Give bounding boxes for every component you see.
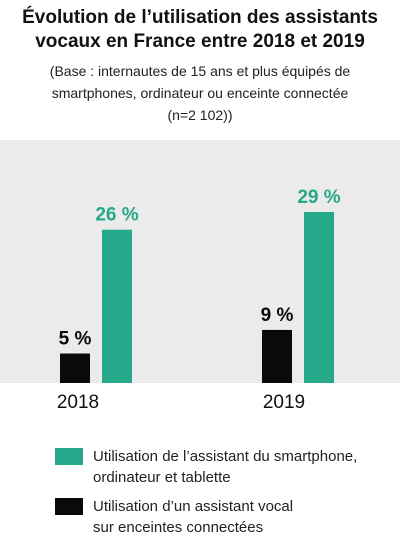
- subtitle-line-2: smartphones, ordinateur ou enceinte conn…: [51, 85, 349, 101]
- bar-2018-series-1: [102, 229, 132, 383]
- subtitle-line-3: (n=2 102)): [167, 107, 233, 123]
- bar-2018-series-0: [60, 353, 90, 383]
- legend-black-line-2: sur enceintes connectées: [93, 519, 264, 536]
- data-label-2018-series-1: 26 %: [95, 205, 138, 226]
- legend-black-line-1: Utilisation d’un assistant vocal: [93, 498, 294, 515]
- legend-label-black: Utilisation d’un assistant vocal sur enc…: [93, 496, 373, 538]
- data-label-2018-series-0: 5 %: [59, 329, 92, 350]
- title-line-1: Évolution de l’utilisation des assistant…: [22, 7, 378, 28]
- title-line-2: vocaux en France entre 2018 et 2019: [35, 31, 365, 52]
- legend-swatch-green: [55, 448, 83, 465]
- plot-area: 5 % 26 % 9 % 29 %: [0, 140, 400, 383]
- bar-2019-series-1: [304, 212, 334, 383]
- legend-label-green: Utilisation de l’assistant du smartphone…: [93, 446, 373, 488]
- legend-item-green: Utilisation de l’assistant du smartphone…: [55, 446, 373, 488]
- data-label-2019-series-0: 9 %: [261, 305, 294, 326]
- legend-item-black: Utilisation d’un assistant vocal sur enc…: [55, 496, 373, 538]
- x-tick-label-2018: 2018: [56, 392, 100, 413]
- legend-swatch-black: [55, 498, 83, 515]
- legend-green-line-2: ordinateur et tablette: [93, 469, 231, 486]
- bar-chart: 5 % 26 % 9 % 29 %: [59, 187, 341, 383]
- bar-2019-series-0: [262, 329, 292, 383]
- chart-subtitle: (Base : internautes de 15 ans et plus éq…: [0, 60, 400, 126]
- x-tick-label-2019: 2019: [262, 392, 306, 413]
- legend-green-line-1: Utilisation de l’assistant du smartphone…: [93, 448, 358, 465]
- subtitle-line-1: (Base : internautes de 15 ans et plus éq…: [49, 63, 351, 79]
- data-label-2019-series-1: 29 %: [297, 187, 340, 208]
- chart-title: Évolution de l’utilisation des assistant…: [0, 6, 400, 54]
